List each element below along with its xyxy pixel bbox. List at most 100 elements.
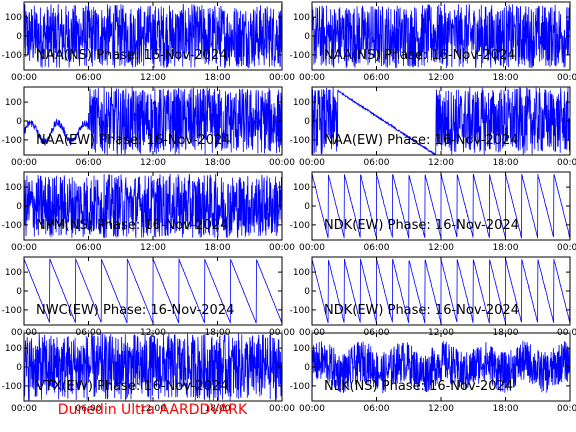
x-tick-label: 06:00 — [76, 73, 102, 83]
phase-trace — [23, 3, 283, 69]
x-tick-label: 00:00 — [299, 73, 325, 83]
y-tick-label: 100 — [293, 183, 310, 193]
panel-title: NAA(NS) Phase: 16-Nov-2024 — [36, 48, 227, 63]
y-tick-label: 100 — [293, 98, 310, 108]
x-tick-label: 18:00 — [205, 73, 231, 83]
x-tick-label: 06:00 — [364, 243, 390, 253]
x-tick-label: 06:00 — [76, 404, 102, 414]
x-tick-label: 06:00 — [364, 158, 390, 168]
y-tick-label: 100 — [5, 183, 22, 193]
x-tick-label: 00:00 — [269, 404, 295, 414]
panel-title: NWC(EW) Phase: 16-Nov-2024 — [36, 303, 234, 318]
chart-panel: 100 0 -100 00:00 06:00 12:00 18:00 00:00 NAA(EW)… — [2, 86, 295, 168]
x-tick-label: 18:00 — [493, 158, 519, 168]
y-tick-label: -100 — [290, 51, 311, 61]
y-tick-label: 0 — [304, 32, 310, 42]
phase-trace — [311, 87, 571, 156]
x-tick-label: 12:00 — [140, 404, 166, 414]
y-tick-label: 100 — [293, 13, 310, 23]
y-tick-label: 0 — [16, 202, 22, 212]
x-tick-label: 00:00 — [269, 243, 295, 253]
y-tick-label: 0 — [16, 117, 22, 127]
x-tick-label: 06:00 — [76, 243, 102, 253]
y-tick-label: 100 — [5, 344, 22, 354]
y-tick-label: 0 — [304, 117, 310, 127]
x-tick-label: 18:00 — [493, 73, 519, 83]
y-tick-label: -100 — [290, 306, 311, 316]
panel-title: NDK(EW) Phase: 16-Nov-2024 — [324, 218, 519, 233]
phase-trace — [311, 3, 571, 69]
x-tick-label: 00:00 — [11, 158, 37, 168]
x-tick-label: 00:00 — [269, 73, 295, 83]
x-tick-label: 00:00 — [557, 404, 576, 414]
phase-trace — [311, 258, 571, 325]
phase-trace — [23, 257, 283, 324]
phase-trace — [23, 87, 283, 155]
phase-trace — [311, 340, 571, 394]
y-tick-label: 0 — [16, 32, 22, 42]
chart-panel: 100 0 -100 00:00 06:00 12:00 18:00 00:00 NDK(EW)… — [290, 171, 576, 253]
y-tick-label: -100 — [2, 382, 23, 392]
chart-panel: 100 0 -100 00:00 06:00 12:00 18:00 00:00 NAA(EW)… — [290, 86, 576, 168]
x-tick-label: 00:00 — [299, 404, 325, 414]
x-tick-label: 06:00 — [364, 404, 390, 414]
y-tick-label: -100 — [2, 306, 23, 316]
phase-trace — [23, 333, 283, 401]
y-tick-label: 0 — [16, 363, 22, 373]
x-tick-label: 00:00 — [11, 404, 37, 414]
y-tick-label: -100 — [290, 221, 311, 231]
chart-panel: 100 0 -100 00:00 06:00 12:00 18:00 00:00 NAA(NS)… — [290, 1, 576, 83]
x-tick-label: 00:00 — [11, 243, 37, 253]
x-tick-label: 00:00 — [11, 73, 37, 83]
x-tick-label: 12:00 — [428, 243, 454, 253]
panel-title: NAA(NS) Phase: 16-Nov-2024 — [324, 48, 515, 63]
panel-title: VTX(EW) Phase: 16-Nov-2024 — [36, 379, 228, 394]
phase-trace — [23, 173, 283, 239]
y-tick-label: 0 — [16, 287, 22, 297]
y-tick-label: -100 — [2, 221, 23, 231]
y-tick-label: 100 — [5, 98, 22, 108]
panel-title: NAA(EW) Phase: 16-Nov-2024 — [36, 133, 231, 148]
x-tick-label: 00:00 — [557, 158, 576, 168]
y-tick-label: 100 — [293, 344, 310, 354]
x-tick-label: 12:00 — [428, 158, 454, 168]
panel-title: NAA(EW) Phase: 16-Nov-2024 — [324, 133, 519, 148]
x-tick-label: 18:00 — [493, 404, 519, 414]
x-tick-label: 12:00 — [140, 73, 166, 83]
y-tick-label: -100 — [2, 136, 23, 146]
x-tick-label: 18:00 — [205, 243, 231, 253]
x-tick-label: 18:00 — [205, 158, 231, 168]
x-tick-label: 00:00 — [299, 158, 325, 168]
y-tick-label: 100 — [293, 268, 310, 278]
footer-caption: Dunedin Ultra AARDDVARK — [57, 402, 248, 418]
x-tick-label: 00:00 — [299, 243, 325, 253]
y-tick-label: -100 — [2, 51, 23, 61]
x-tick-label: 00:00 — [557, 73, 576, 83]
y-tick-label: 100 — [5, 13, 22, 23]
x-tick-label: 12:00 — [140, 158, 166, 168]
x-tick-label: 12:00 — [428, 404, 454, 414]
x-tick-label: 12:00 — [140, 243, 166, 253]
chart-panel: 100 0 -100 00:00 06:00 12:00 18:00 00:00 VTX(EW)… — [2, 332, 295, 414]
x-tick-label: 06:00 — [364, 73, 390, 83]
y-tick-label: 0 — [304, 363, 310, 373]
y-tick-label: 0 — [304, 287, 310, 297]
y-tick-label: 100 — [5, 268, 22, 278]
chart-panel: 100 0 -100 00:00 06:00 12:00 18:00 00:00 NPM(NS)… — [2, 171, 295, 253]
panel-title: NDK(EW) Phase: 16-Nov-2024 — [324, 303, 519, 318]
x-tick-label: 12:00 — [428, 73, 454, 83]
phase-trace — [311, 173, 571, 239]
panel-title: NLK(NS) Phase: 16-Nov-2024 — [324, 379, 513, 394]
chart-panel: 100 0 -100 00:00 06:00 12:00 18:00 00:00 NLK(NS)… — [290, 332, 576, 414]
x-tick-label: 06:00 — [76, 158, 102, 168]
y-tick-label: -100 — [290, 382, 311, 392]
x-tick-label: 18:00 — [493, 243, 519, 253]
x-tick-label: 18:00 — [205, 404, 231, 414]
panel-title: NPM(NS) Phase: 16-Nov-2024 — [36, 218, 228, 233]
x-tick-label: 00:00 — [557, 243, 576, 253]
y-tick-label: 0 — [304, 202, 310, 212]
chart-panel: 100 0 -100 00:00 06:00 12:00 18:00 00:00 NAA(NS)… — [2, 1, 295, 83]
y-tick-label: -100 — [290, 136, 311, 146]
